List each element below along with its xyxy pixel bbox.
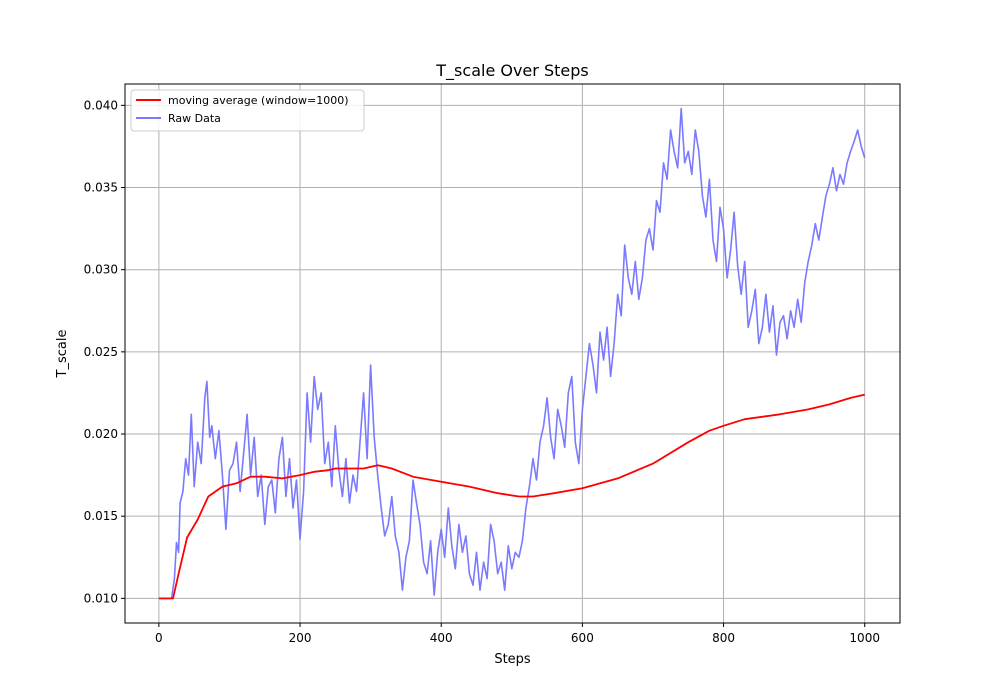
y-tick-label: 0.025 bbox=[84, 345, 118, 359]
plot-area-frame bbox=[124, 83, 901, 624]
axis-ticks: 0 200 400 600 800 1000 0.010 0.015 0.020 0.025 0.0… bbox=[84, 98, 880, 645]
y-tick-label: 0.035 bbox=[84, 181, 118, 195]
legend-label-raw-data: Raw Data bbox=[168, 112, 221, 125]
x-tick-label: 800 bbox=[712, 631, 735, 645]
y-tick-label: 0.010 bbox=[84, 591, 118, 605]
legend: moving average (window=1000) Raw Data bbox=[130, 89, 365, 132]
y-tick-label: 0.015 bbox=[84, 509, 118, 523]
plot-series bbox=[158, 107, 866, 600]
y-axis-label: T_scale bbox=[55, 330, 70, 379]
x-tick-label: 400 bbox=[430, 631, 453, 645]
grid bbox=[125, 84, 900, 623]
x-tick-label: 200 bbox=[289, 631, 312, 645]
y-tick-label: 0.030 bbox=[84, 263, 118, 277]
chart-title: T_scale Over Steps bbox=[435, 61, 588, 81]
y-tick-label: 0.020 bbox=[84, 427, 118, 441]
x-tick-label: 1000 bbox=[849, 631, 880, 645]
series-line-raw-data bbox=[158, 107, 866, 600]
y-tick-label: 0.040 bbox=[84, 98, 118, 112]
x-tick-label: 600 bbox=[571, 631, 594, 645]
x-tick-label: 0 bbox=[155, 631, 163, 645]
series-line-moving-average bbox=[158, 393, 865, 600]
legend-label-moving-average: moving average (window=1000) bbox=[168, 94, 349, 107]
legend-box bbox=[130, 89, 365, 132]
x-axis-label: Steps bbox=[494, 652, 531, 667]
